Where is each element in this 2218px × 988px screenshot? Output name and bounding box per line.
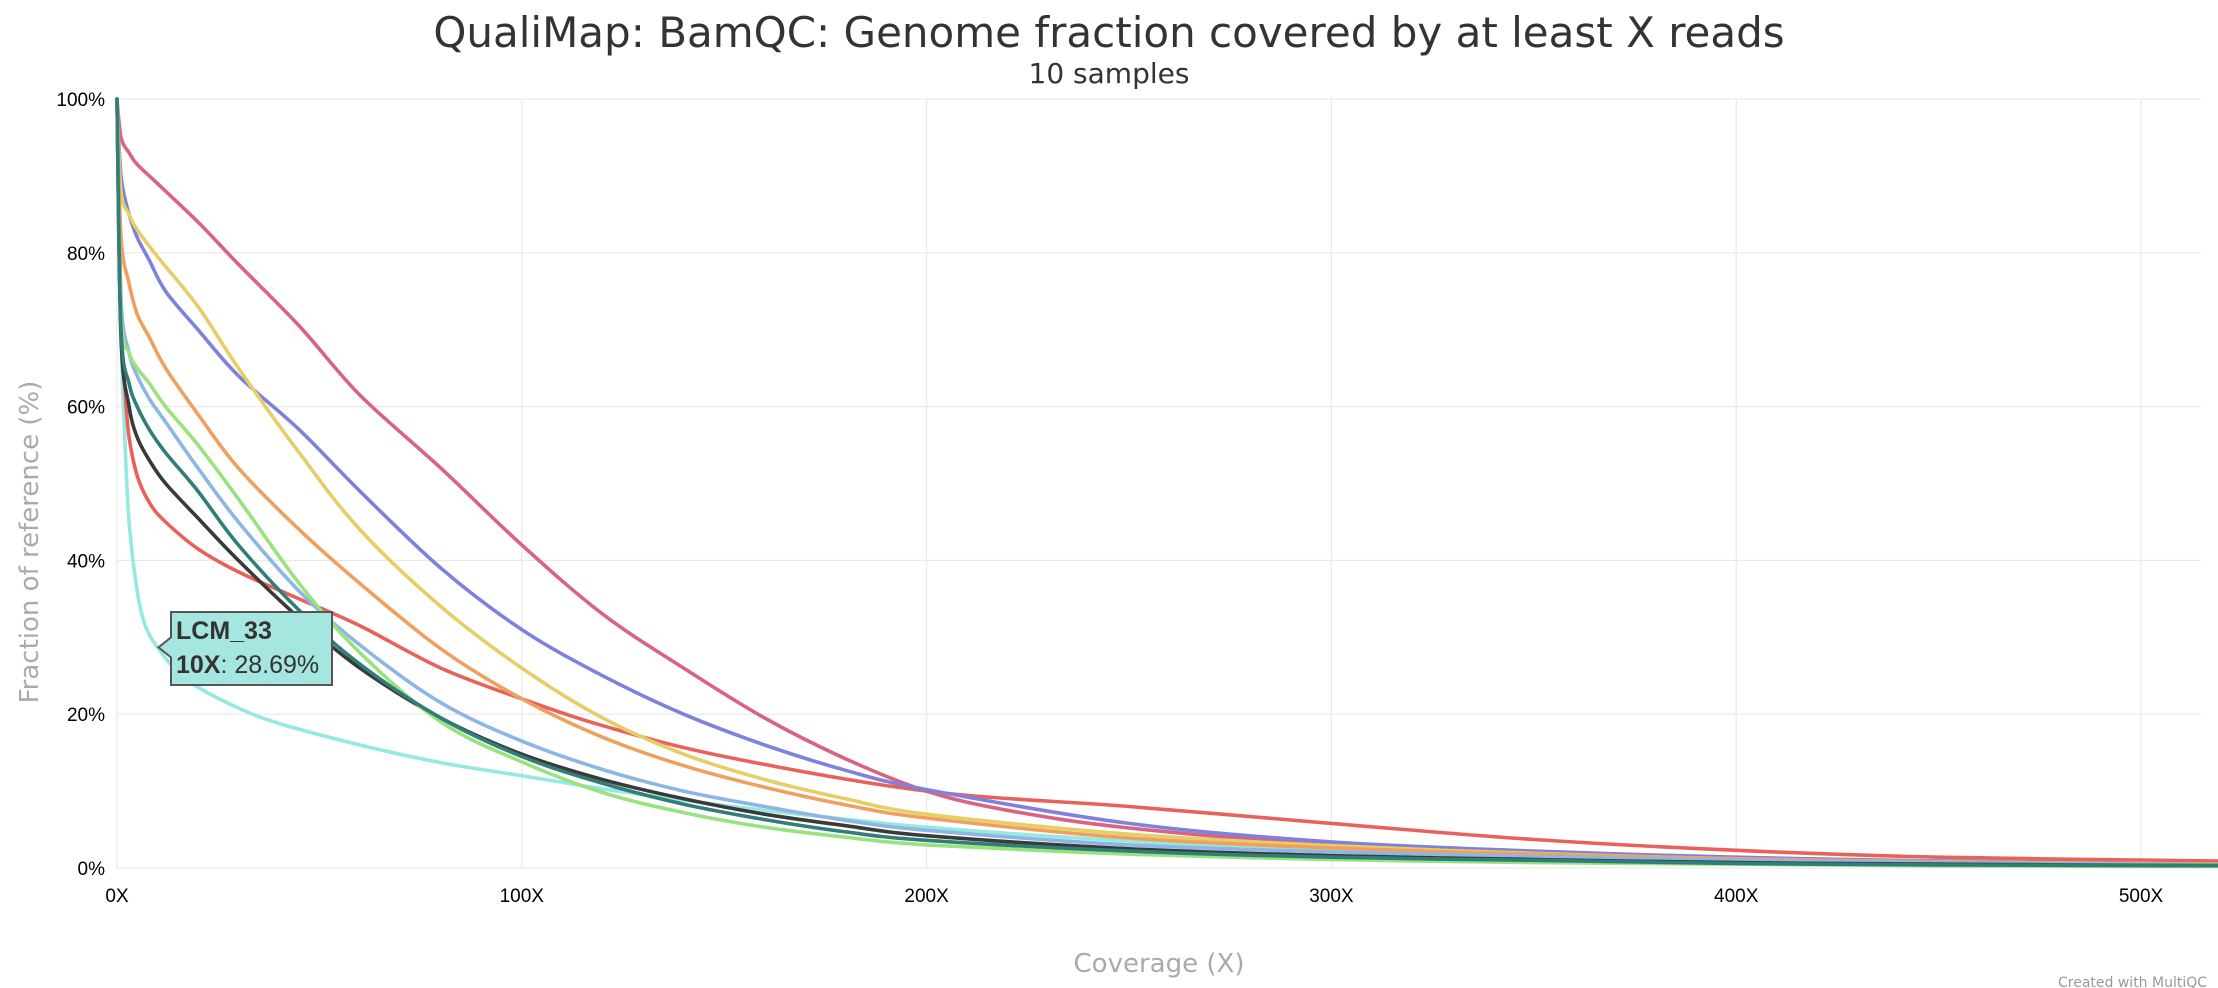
x-tick-label: 0X [105, 886, 129, 907]
x-tick-label: 400X [1714, 886, 1759, 907]
tooltip-y-value: : 28.69% [220, 651, 319, 679]
series-line-3[interactable] [115, 97, 2218, 867]
x-tick-label: 100X [500, 886, 545, 907]
tooltip-box [156, 611, 333, 686]
series-layer[interactable] [115, 97, 2218, 869]
series-line-1[interactable] [115, 97, 2218, 866]
y-tick-label: 100% [56, 90, 105, 111]
y-tick-label: 80% [67, 244, 105, 265]
x-axis-title: Coverage (X) [1074, 949, 1245, 979]
y-tick-label: 60% [67, 398, 105, 419]
tooltip-x-label: 10X [176, 651, 221, 679]
x-tick-label: 200X [904, 886, 949, 907]
tooltip-value: 10X: 28.69% [176, 651, 319, 679]
axis-ticks: 0% 20% 40% 60% 80% 100% 0X 100X 200X 300X 400X 500X [56, 90, 2163, 907]
series-line-8[interactable] [115, 97, 2218, 868]
x-tick-label: 500X [2119, 886, 2164, 907]
series-line-4[interactable] [115, 97, 2218, 866]
credit-text: Created with MultiQC [2058, 975, 2207, 988]
y-tick-label: 40% [67, 551, 105, 572]
series-line-2[interactable] [115, 97, 2218, 863]
y-tick-label: 0% [78, 859, 106, 880]
y-axis-title: Fraction of reference (%) [15, 381, 45, 704]
series-line-5[interactable] [115, 97, 2218, 866]
series-line-6[interactable] [115, 97, 2218, 866]
gridlines [116, 98, 2201, 869]
series-line-10[interactable] [115, 97, 2218, 868]
chart-title: QualiMap: BamQC: Genome fraction covered… [433, 8, 1784, 57]
series-line-9[interactable] [115, 97, 2218, 869]
series-line-7[interactable] [115, 97, 2218, 867]
tooltip-sample-name: LCM_33 [176, 617, 272, 645]
x-tick-label: 300X [1309, 886, 1354, 907]
y-tick-label: 20% [67, 705, 105, 726]
chart-subtitle: 10 samples [1029, 57, 1190, 90]
tooltip: LCM_33 10X: 28.69% [156, 611, 333, 686]
